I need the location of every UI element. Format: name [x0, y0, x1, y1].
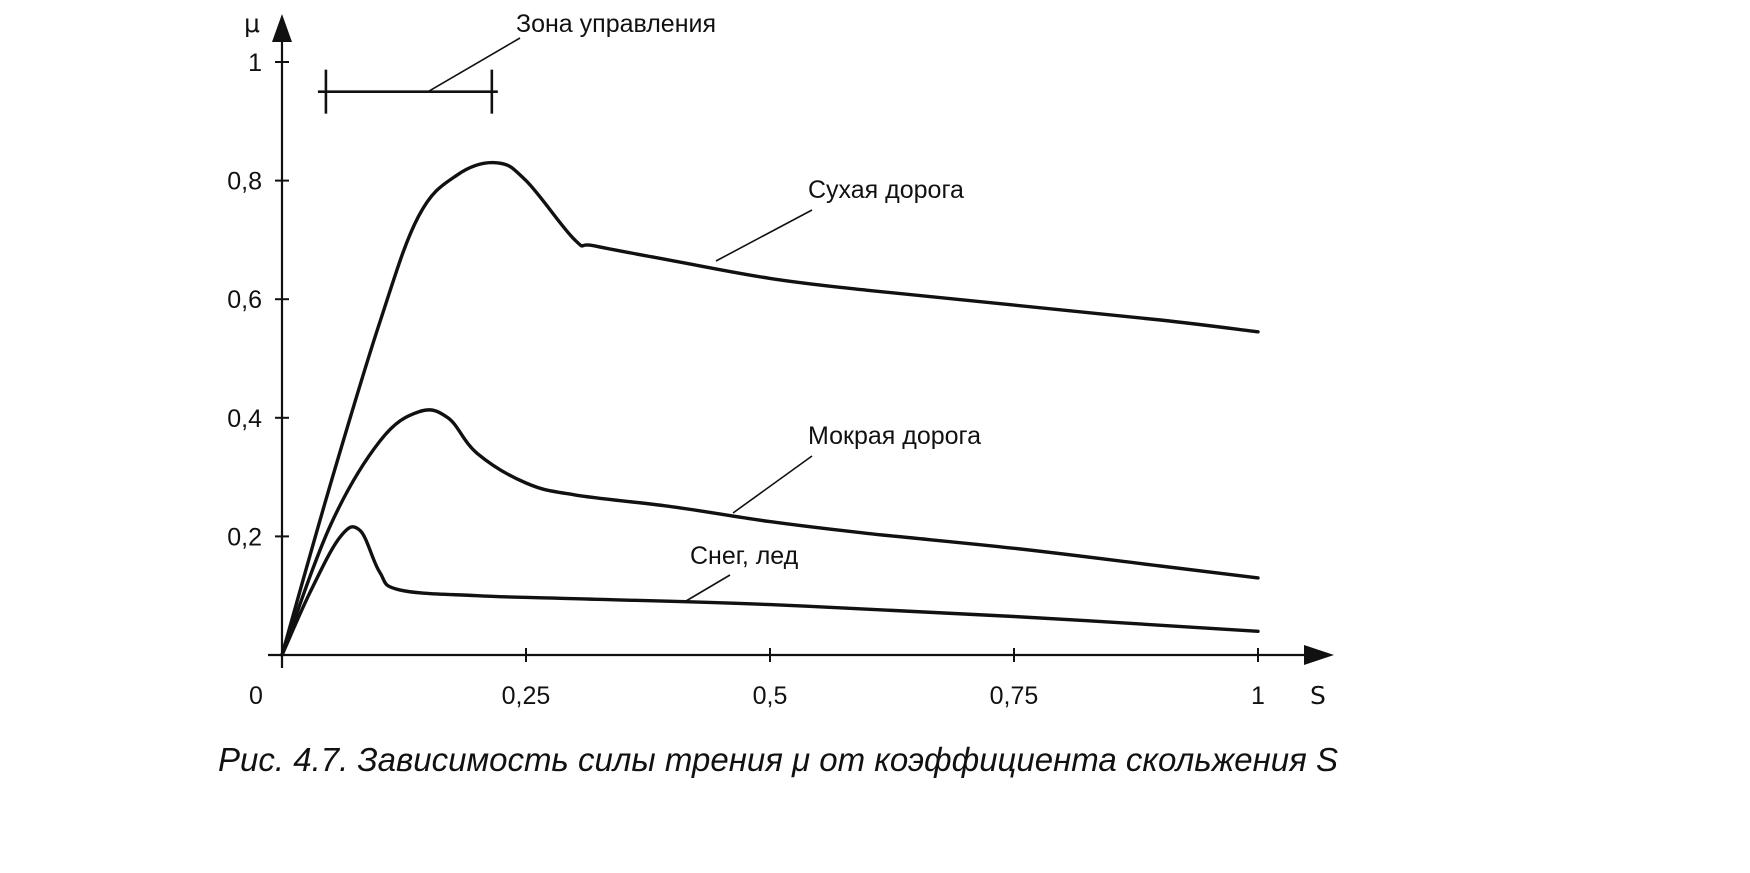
x-tick-label: 1	[1251, 682, 1265, 710]
control-zone-label: Зона управления	[516, 10, 716, 38]
x-axis-ticks: 0 0,25 0,5 0,75 1	[249, 648, 1265, 710]
y-tick-label: 0,2	[227, 523, 262, 551]
x-tick-label: 0,75	[990, 682, 1039, 710]
y-axis-ticks: 0,2 0,4 0,6 0,8 1	[227, 49, 289, 551]
x-tick-label: 0	[249, 682, 263, 710]
x-tick-label: 0,5	[753, 682, 788, 710]
snow-ice-label: Снег, лед	[690, 542, 799, 570]
series-line-dry-road	[280, 160, 1260, 657]
y-axis-label: μ	[244, 9, 260, 38]
y-tick-label: 0,6	[227, 286, 262, 314]
x-axis-arrowhead	[1304, 645, 1334, 665]
figure-caption: Рис. 4.7. Зависимость силы трения μ от к…	[218, 741, 1338, 778]
wet-road-label: Мокрая дорога	[808, 422, 981, 450]
wet-road-leader-line	[732, 455, 813, 514]
x-axis-label: S	[1310, 681, 1326, 710]
dry-road-label: Сухая дорога	[808, 176, 964, 204]
control-zone-marker: Зона управления	[317, 10, 716, 114]
dry-road-leader-line	[715, 209, 813, 262]
series-line-snow-ice	[280, 525, 1260, 657]
y-tick-label: 0,4	[227, 405, 262, 433]
y-axis-arrowhead	[272, 14, 292, 42]
series-line-wet-road	[280, 408, 1260, 657]
y-tick-label: 1	[248, 49, 262, 77]
y-tick-label: 0,8	[227, 168, 262, 196]
snow-ice-leader-line	[685, 574, 731, 602]
x-tick-label: 0,25	[502, 682, 551, 710]
control-zone-leader-line	[427, 37, 521, 93]
